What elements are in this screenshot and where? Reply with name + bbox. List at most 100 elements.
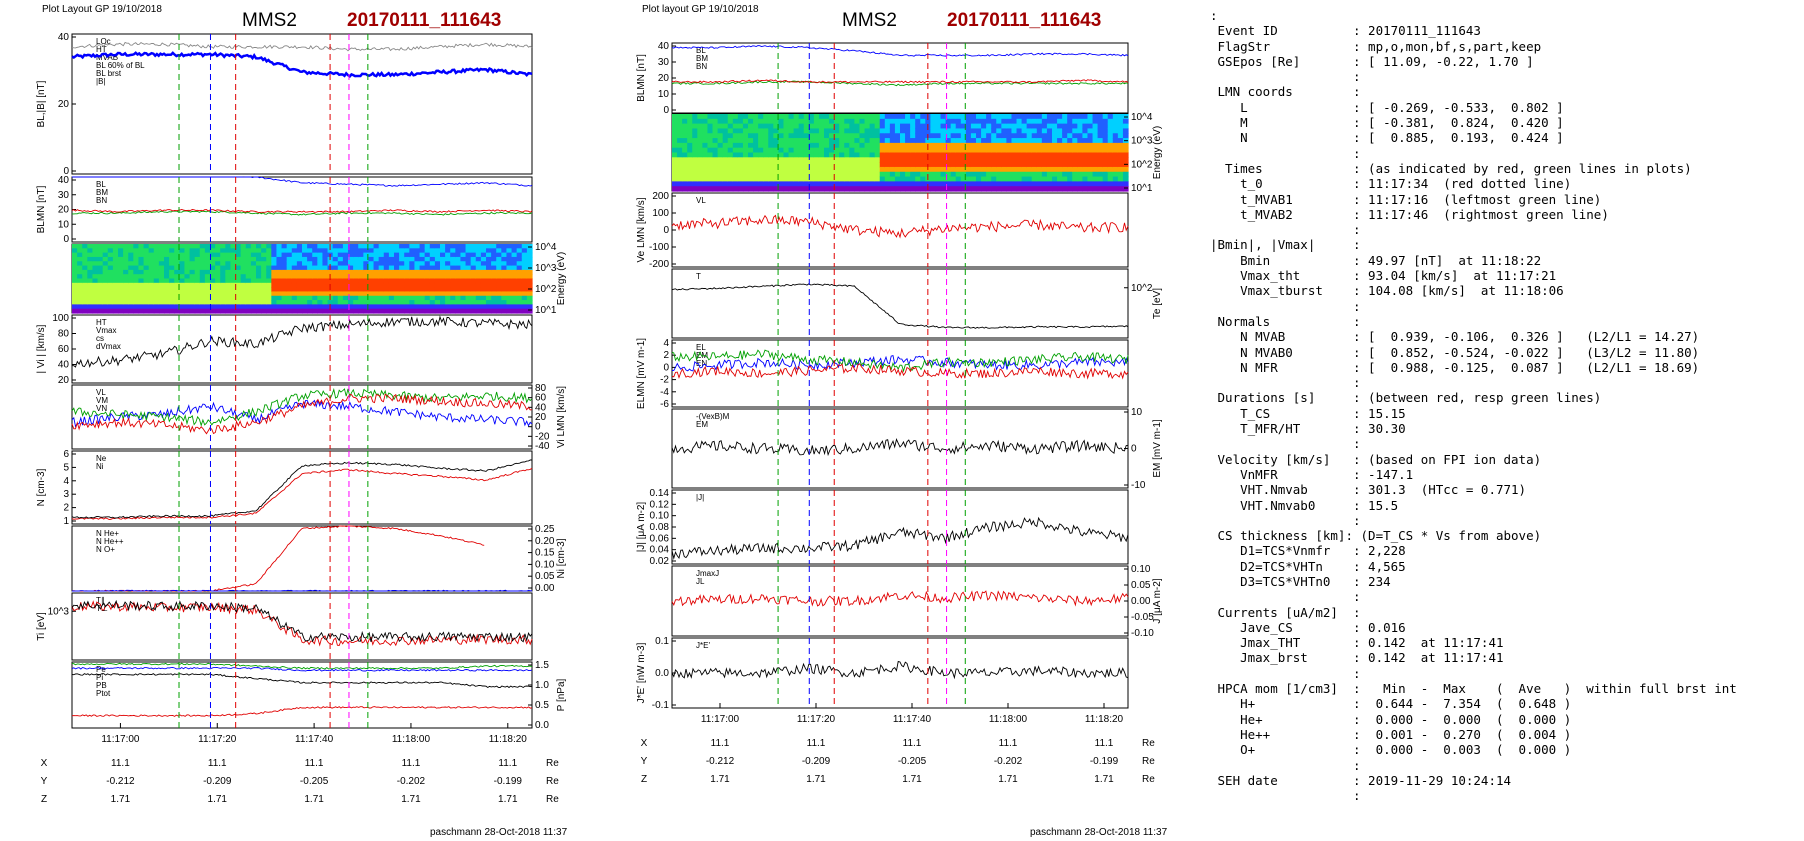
spectrogram-cell — [225, 269, 232, 275]
spectrogram-cell — [112, 265, 119, 271]
spectrogram-cell — [368, 308, 375, 314]
spectrogram-cell — [788, 142, 795, 149]
spectrogram-cell — [194, 291, 201, 297]
spectrogram-cell — [844, 166, 850, 173]
spectrogram-cell — [915, 123, 921, 130]
spectrogram-cell — [373, 261, 380, 267]
spectrogram-cell — [1077, 142, 1083, 149]
spectrogram-cell — [358, 291, 364, 297]
spectrogram-cell — [250, 287, 257, 293]
spectrogram-cell — [107, 274, 114, 280]
spectrogram-cell — [358, 282, 364, 288]
spectrogram-cell — [409, 256, 416, 262]
spectrogram-cell — [976, 147, 982, 154]
spectrogram-cell — [813, 176, 820, 182]
spectrogram-cell — [910, 152, 916, 158]
tick-label: 0.14 — [650, 488, 670, 499]
spectrogram-cell — [742, 147, 749, 154]
spectrogram-cell — [174, 304, 180, 310]
spectrogram-cell — [511, 261, 518, 267]
spectrogram-cell — [342, 300, 349, 305]
spectrogram-cell — [184, 244, 191, 249]
spectrogram-cell — [1092, 157, 1099, 163]
spectrogram-cell — [1072, 186, 1078, 192]
position-value: 1.71 — [710, 774, 730, 785]
spectrogram-cell — [373, 295, 380, 301]
spectrogram-cell — [930, 133, 937, 139]
spectrogram-cell — [199, 295, 206, 301]
spectrogram-cell — [1107, 118, 1114, 125]
spectrogram-cell — [935, 123, 942, 130]
spectrogram-cell — [763, 118, 769, 125]
spectrogram-cell — [965, 114, 972, 120]
spectrogram-cell — [1122, 181, 1129, 187]
spectrogram-cell — [363, 300, 370, 305]
spectrogram-cell — [753, 176, 759, 182]
spectrogram-cell — [889, 157, 896, 163]
spectrogram-cell — [798, 171, 805, 178]
spectrogram-cell — [235, 248, 242, 254]
legend-entry: EM — [696, 420, 708, 429]
spectrogram-cell — [230, 295, 237, 301]
spectrogram-cell — [302, 300, 308, 305]
spectrogram-cell — [732, 157, 739, 163]
spectrogram-cell — [322, 304, 329, 310]
spectrogram-cell — [834, 142, 840, 149]
legend-entry: N O+ — [96, 545, 115, 554]
spectrogram-cell — [434, 278, 441, 284]
spectrogram-cell — [915, 162, 921, 168]
spectrogram-cell — [839, 152, 845, 158]
legend-entry: JL — [696, 577, 705, 586]
spectrogram-cell — [92, 300, 99, 305]
spectrogram-cell — [112, 295, 119, 301]
spectrogram-cell — [1062, 181, 1068, 187]
spectrogram-cell — [307, 287, 313, 293]
spectrogram-cell — [358, 248, 364, 254]
spectrogram-cell — [291, 295, 298, 301]
spectrogram-cell — [889, 114, 896, 120]
spectrogram-cell — [480, 269, 487, 275]
spectrogram-cell — [240, 274, 247, 280]
spectrogram-cell — [332, 248, 339, 254]
spectrogram-cell — [773, 157, 779, 163]
spectrogram-cell — [480, 265, 487, 271]
spectrogram-cell — [1112, 181, 1119, 187]
spectrogram-cell — [758, 181, 764, 187]
spectrogram-cell — [291, 269, 298, 275]
spectrogram-cell — [445, 308, 451, 314]
spectrogram-cell — [1046, 157, 1053, 163]
spectrogram-cell — [905, 162, 911, 168]
spectrogram-cell — [737, 186, 744, 192]
spectrogram-cell — [261, 274, 267, 280]
spectrogram-cell — [158, 308, 165, 314]
spectrogram-cell — [1046, 171, 1053, 178]
spectrogram-cell — [1046, 138, 1053, 144]
spectrogram-cell — [687, 114, 693, 120]
spectrogram-cell — [506, 300, 513, 305]
spectrogram-cell — [138, 282, 145, 288]
spectrogram-cell — [429, 291, 436, 297]
spectrogram-cell — [465, 300, 472, 305]
spectrogram-cell — [276, 295, 283, 301]
y-axis-label: Energy (eV) — [556, 252, 567, 305]
spectrogram-cell — [256, 269, 262, 275]
spectrogram-cell — [164, 248, 170, 254]
spectrogram-cell — [496, 291, 502, 297]
spectrogram-cell — [475, 256, 482, 262]
spectrogram-cell — [1036, 171, 1043, 178]
spectrogram-cell — [164, 295, 170, 301]
spectrogram-cell — [889, 118, 896, 125]
panel-ti: 10^3Ti [eV]T∥T⊥ — [36, 592, 533, 661]
spectrogram-cell — [399, 261, 405, 267]
spectrogram-cell — [1107, 133, 1114, 139]
spectrogram-cell — [1036, 181, 1043, 187]
spectrogram-cell — [491, 308, 497, 314]
spectrogram-cell — [368, 256, 375, 262]
spectrogram-cell — [970, 114, 977, 120]
spectrogram-cell — [768, 181, 774, 187]
spectrogram-cell — [1067, 142, 1073, 149]
spectrogram-cell — [363, 274, 370, 280]
spectrogram-cell — [869, 157, 876, 163]
spectrogram-cell — [383, 256, 390, 262]
